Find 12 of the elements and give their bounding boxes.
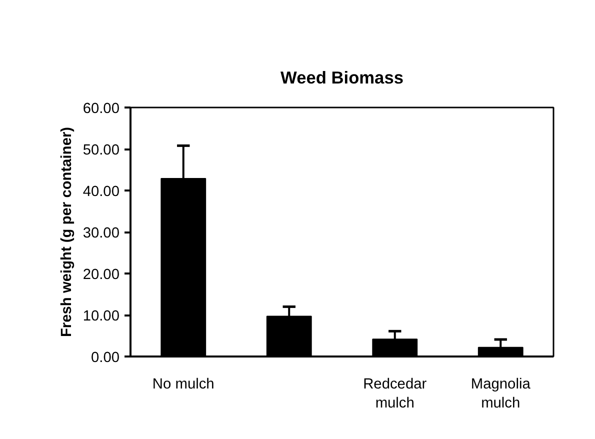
y-tick-label: 40.00 [82, 184, 120, 200]
y-tick-label: 30.00 [82, 226, 120, 242]
y-tick-label: 20.00 [82, 267, 120, 283]
x-tick-label: Redcedar mulch [363, 376, 427, 412]
chart-title: Weed Biomass [280, 68, 404, 88]
y-tick-label: 10.00 [82, 308, 120, 324]
y-axis-title: Fresh weight (g per container) [58, 126, 75, 338]
x-tick-label: Magnolia mulch [470, 376, 532, 412]
y-tick-label: 50.00 [82, 142, 120, 158]
y-tick-label: 0.00 [90, 350, 120, 366]
x-tick-label: No mulch [152, 376, 214, 392]
y-tick-label: 60.00 [82, 101, 120, 117]
